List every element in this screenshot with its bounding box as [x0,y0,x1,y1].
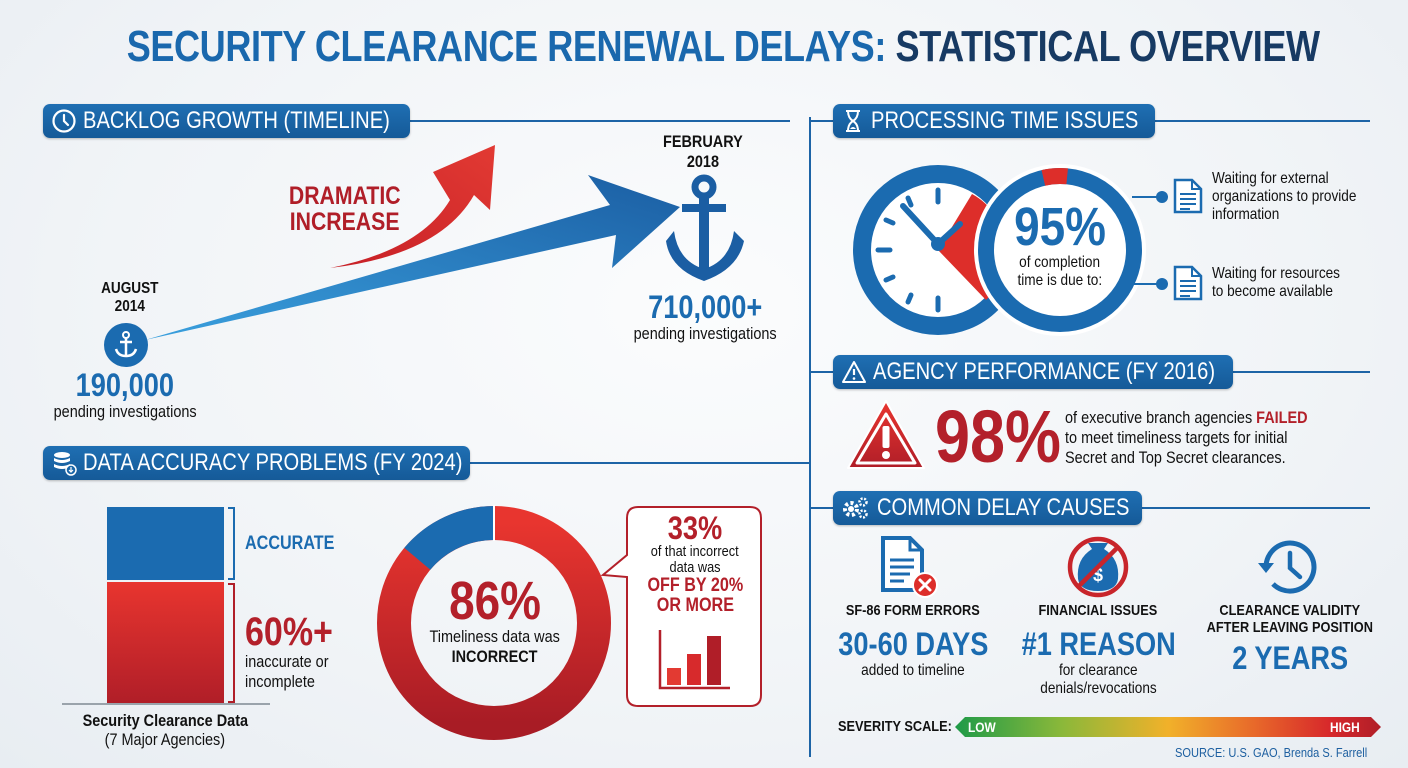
gears-icon [843,497,868,519]
inaccurate-block: 60%+ inaccurate or incomplete [245,612,348,692]
agency-header-label: AGENCY PERFORMANCE (FY 2016) [873,358,1216,385]
reason-connector-1 [1132,196,1162,198]
cause-2: FINANCIAL ISSUES #1 REASON for clearance… [1021,602,1176,697]
processing-center-text: 95% of completion time is due to: [1014,197,1106,289]
divider-causes-right [1142,507,1370,509]
anchor-icon-start [104,323,148,367]
bracket-accurate [228,507,235,580]
inaccurate-value: 60%+ [245,610,333,654]
donut-86-label: 86% Timeliness data was INCORRECT [429,571,561,666]
accurate-label: ACCURATE [245,533,335,554]
bar-baseline [62,703,270,705]
severity-low: LOW [968,719,996,735]
divider-vertical [809,117,811,757]
divider-backlog [410,120,790,122]
bar-accurate-segment [107,507,224,580]
backlog-start: AUGUST 2014 [30,280,230,316]
processing-ring [974,164,1146,336]
backlog-end-date: FEBRUARY 2018 [663,132,743,171]
bar-axis-title: Security Clearance Data (7 Major Agencie… [82,711,248,749]
severity-label: SEVERITY SCALE: [838,718,952,735]
bar-chart-icon [658,630,730,690]
inaccurate-line1: inaccurate or [245,652,329,671]
backlog-end-value-block: 710,000+ pending investigations [595,290,815,344]
cause-3: CLEARANCE VALIDITY AFTER LEAVING POSITIO… [1206,602,1374,676]
page-title: SECURITY CLEARANCE RENEWAL DELAYS: STATI… [126,22,1320,72]
inaccurate-line2: incomplete [245,672,315,691]
blue-growth-arrow [145,175,680,340]
hourglass-icon [846,110,860,132]
callout-content: 33% of that incorrect data was OFF BY 20… [647,510,743,616]
divider-accuracy [470,462,810,464]
divider-processing-right [1155,120,1370,122]
callout-box [600,506,762,707]
red-increase-arrow [330,145,495,268]
agency-percent: 98% [935,395,1061,478]
divider-processing-left [809,120,833,122]
end-caption: pending investigations [633,324,777,343]
reason-2-text: Waiting for resources to become availabl… [1212,265,1340,300]
history-clock-icon [1258,540,1317,594]
reason-dot-1 [1156,191,1168,203]
bar-inaccurate-segment [107,582,224,704]
end-value: 710,000+ [647,289,763,325]
start-date-line1: AUGUST [101,280,159,297]
divider-causes-left [809,507,833,509]
backlog-header-label: BACKLOG GROWTH (TIMELINE) [83,107,390,134]
agency-header: AGENCY PERFORMANCE (FY 2016) [833,355,1233,389]
backlog-start-value-block: 190,000 pending investigations [25,368,225,422]
divider-agency-right [1233,371,1370,373]
anchor-icon-end [666,174,744,281]
document-icon [1173,178,1203,214]
title-part1: SECURITY CLEARANCE RENEWAL DELAYS: [126,22,887,71]
donut-86-chart [377,505,611,740]
failed-emphasis: FAILED [1256,408,1308,427]
causes-header: COMMON DELAY CAUSES [833,491,1142,525]
source-credit: SOURCE: U.S. GAO, Brenda S. Farrell [1175,745,1368,760]
warning-icon [842,361,866,383]
processing-header-label: PROCESSING TIME ISSUES [871,107,1139,134]
causes-header-label: COMMON DELAY CAUSES [877,494,1130,521]
clock-icon [52,109,76,133]
document-icon [1173,265,1203,301]
title-part2: STATISTICAL OVERVIEW [895,22,1321,71]
start-caption: pending investigations [53,402,197,421]
start-value: 190,000 [75,367,175,403]
accuracy-header: DATA ACCURACY PROBLEMS (FY 2024) [43,446,470,480]
processing-percent: 95% [1014,197,1106,257]
start-date-line2: 2014 [114,298,146,315]
no-money-icon: $ [1067,536,1129,598]
document-error-icon [881,536,938,598]
backlog-header: BACKLOG GROWTH (TIMELINE) [43,104,410,138]
database-icon [54,452,77,476]
reason-1-text: Waiting for external organizations to pr… [1212,170,1357,223]
donut-percent: 86% [449,571,541,631]
cause-1: SF-86 FORM ERRORS 30-60 DAYS added to ti… [837,602,989,679]
severity-high: HIGH [1330,719,1360,735]
agency-text: of executive branch agencies FAILED to m… [1065,408,1308,467]
growth-arrows [145,145,680,340]
processing-header: PROCESSING TIME ISSUES [833,104,1155,138]
dramatic-increase-label: DRAMATIC INCREASE [289,182,401,236]
severity-scale-bar [955,717,1381,737]
reason-connector-2 [1132,283,1162,285]
svg-text:$: $ [1093,565,1103,585]
accuracy-header-label: DATA ACCURACY PROBLEMS (FY 2024) [83,449,463,476]
bracket-inaccurate [228,583,235,703]
alert-triangle-icon [847,400,925,469]
divider-agency-left [809,371,833,373]
reason-dot-2 [1156,278,1168,290]
